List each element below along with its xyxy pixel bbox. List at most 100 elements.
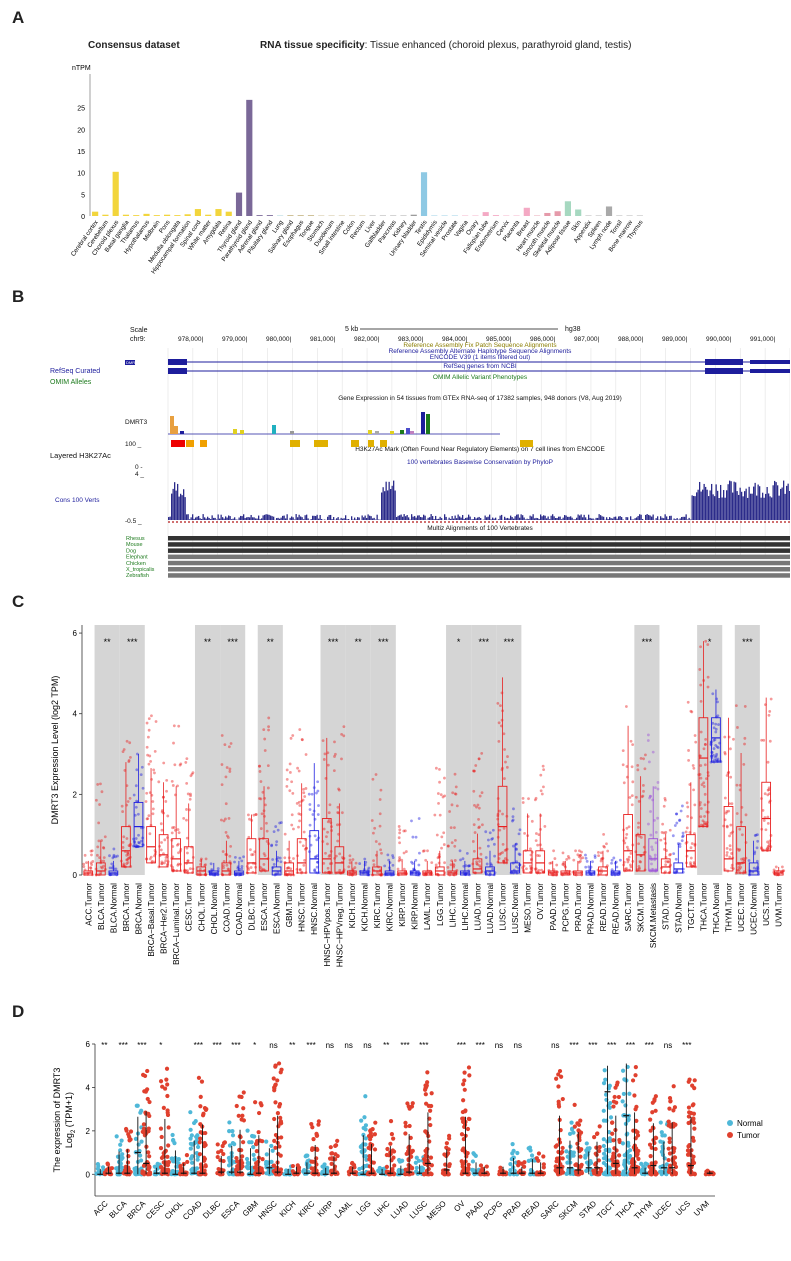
bar xyxy=(236,193,242,216)
bar xyxy=(143,214,149,216)
data-point xyxy=(336,840,339,843)
significance-label: *** xyxy=(642,637,653,647)
data-point xyxy=(298,819,301,822)
data-point xyxy=(627,1117,631,1121)
data-point xyxy=(210,862,213,865)
data-point xyxy=(635,796,638,799)
data-point xyxy=(323,758,326,761)
data-point xyxy=(626,827,629,830)
data-point xyxy=(160,1085,164,1089)
data-point xyxy=(135,768,138,771)
data-point xyxy=(379,812,382,815)
data-point xyxy=(597,854,600,857)
cons-bar xyxy=(377,515,378,520)
cons-bar xyxy=(453,519,454,520)
data-point xyxy=(622,1077,626,1081)
data-point xyxy=(204,863,207,866)
cons-bar xyxy=(651,517,652,520)
data-point xyxy=(297,826,300,829)
data-point xyxy=(163,862,166,865)
cons-bar xyxy=(623,519,624,520)
data-point xyxy=(194,1135,198,1139)
cons-bar xyxy=(192,514,193,520)
data-point xyxy=(279,1070,283,1074)
data-point xyxy=(717,723,720,726)
data-point xyxy=(160,1135,164,1139)
data-point xyxy=(110,862,113,865)
data-point xyxy=(477,818,480,821)
cons-bar xyxy=(408,517,409,520)
pair-band xyxy=(697,625,722,875)
x-tick-label: BLCA.Tumor xyxy=(97,883,106,930)
cons-bar xyxy=(479,517,480,520)
cons-bar xyxy=(468,515,469,520)
data-point xyxy=(647,734,650,737)
data-point xyxy=(592,1171,596,1175)
data-point xyxy=(659,839,662,842)
x-tick-label: BRCA.Normal xyxy=(134,883,143,935)
data-point xyxy=(409,1150,413,1154)
species-label: Mouse xyxy=(126,542,143,548)
data-point xyxy=(290,737,293,740)
data-point xyxy=(112,848,115,851)
gtex-bar xyxy=(170,416,174,434)
cons-bar xyxy=(231,519,232,520)
x-tick-label: THCA.Tumor xyxy=(699,883,708,931)
data-point xyxy=(518,832,521,835)
data-point xyxy=(330,1151,334,1155)
data-point xyxy=(235,1159,239,1163)
data-point xyxy=(503,860,506,863)
cons-bar xyxy=(518,514,519,520)
y-tick-label: 25 xyxy=(77,106,85,113)
data-point xyxy=(441,1171,445,1175)
cons-bar xyxy=(783,481,784,520)
data-point xyxy=(692,1127,696,1131)
data-point xyxy=(309,808,312,811)
data-point xyxy=(389,1119,393,1123)
data-point xyxy=(539,774,542,777)
data-point xyxy=(165,1155,169,1159)
data-point xyxy=(272,1164,276,1168)
data-point xyxy=(435,767,438,770)
data-point xyxy=(717,746,720,749)
data-point xyxy=(153,772,156,775)
data-point xyxy=(663,805,666,808)
cons-bar xyxy=(731,481,732,520)
data-point xyxy=(672,1084,676,1088)
data-point xyxy=(257,1111,261,1115)
data-point xyxy=(145,1087,149,1091)
data-point xyxy=(729,776,732,779)
data-point xyxy=(376,1169,380,1173)
data-point xyxy=(122,835,125,838)
data-point xyxy=(661,1147,665,1151)
cons-bar xyxy=(704,484,705,520)
data-point xyxy=(722,825,725,828)
data-point xyxy=(745,813,748,816)
cons-bar xyxy=(450,519,451,520)
data-point xyxy=(159,1127,163,1131)
data-point xyxy=(359,1145,363,1149)
data-point xyxy=(704,738,707,741)
data-point xyxy=(315,855,318,858)
data-point xyxy=(447,1147,451,1151)
data-point xyxy=(699,801,702,804)
data-point xyxy=(477,804,480,807)
cons-bar xyxy=(218,514,219,520)
data-point xyxy=(584,1169,588,1173)
cons-bar xyxy=(176,491,177,520)
cons-bar xyxy=(780,489,781,520)
data-point xyxy=(661,823,664,826)
data-point xyxy=(637,826,640,829)
data-point xyxy=(221,1144,225,1148)
h3k-bar xyxy=(290,440,300,447)
data-point xyxy=(459,859,462,862)
data-point xyxy=(707,676,710,679)
data-point xyxy=(637,822,640,825)
data-point xyxy=(159,1079,163,1083)
data-point xyxy=(160,849,163,852)
species-label: X_tropicalis xyxy=(126,567,155,573)
data-point xyxy=(693,1172,697,1176)
data-point xyxy=(502,843,505,846)
data-point xyxy=(557,1102,561,1106)
data-point xyxy=(729,848,732,851)
